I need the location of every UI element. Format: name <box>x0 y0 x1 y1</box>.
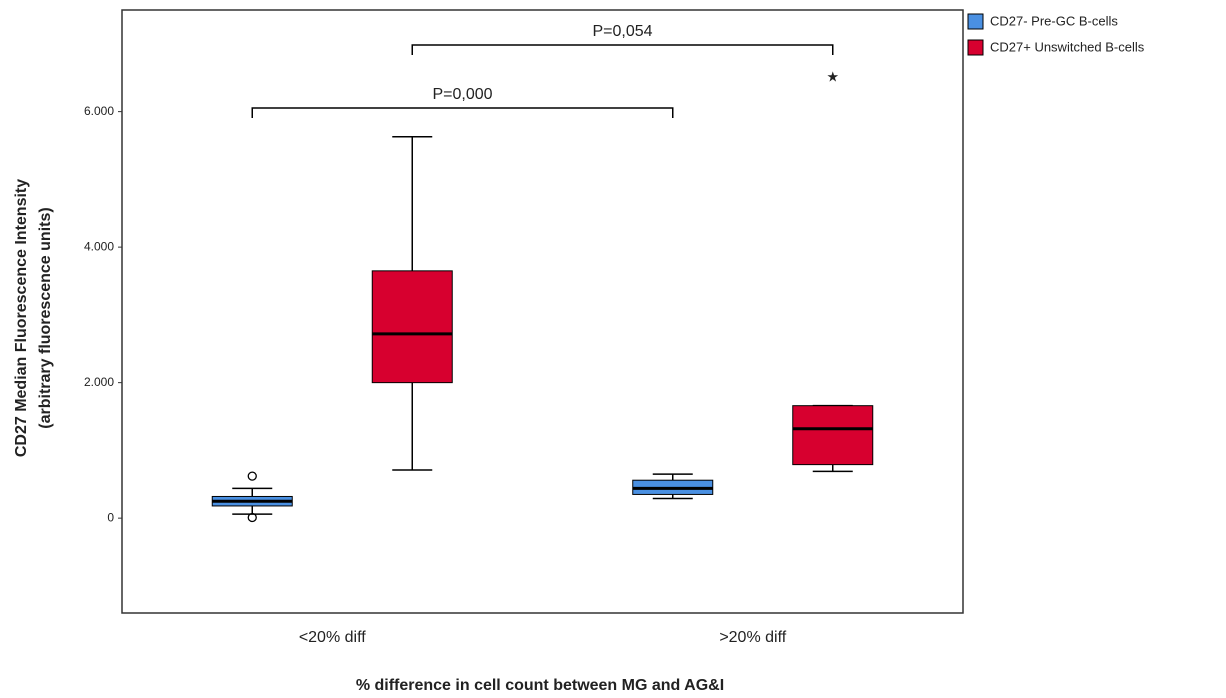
box <box>371 270 453 384</box>
x-axis-title: % difference in cell count between MG an… <box>356 677 724 694</box>
legend-label: CD27+ Unswitched B-cells <box>990 39 1145 54</box>
y-tick-label: 2.000 <box>84 375 114 389</box>
y-tick-label: 4.000 <box>84 239 114 253</box>
bracket <box>251 107 674 118</box>
x-tick-label: >20% diff <box>719 629 786 646</box>
outlier <box>247 471 257 481</box>
y-axis-title: (arbitrary fluorescence units) <box>37 207 54 428</box>
plot-frame <box>121 9 964 614</box>
extreme: ★ <box>826 68 839 84</box>
y-axis-title: CD27 Median Fluorescence Intensity <box>13 179 30 457</box>
annotation: P=0,054 <box>592 23 652 40</box>
box <box>792 405 874 466</box>
x-tick-label: <20% diff <box>299 629 366 646</box>
legend-swatch <box>967 39 984 56</box>
annotation: P=0,000 <box>432 86 492 103</box>
legend-swatch <box>967 13 984 30</box>
bracket <box>411 44 834 55</box>
outlier <box>247 512 257 523</box>
y-tick-label: 6.000 <box>84 104 114 118</box>
y-tick-label: 0 <box>107 510 114 524</box>
legend-label: CD27- Pre-GC B-cells <box>990 13 1118 28</box>
